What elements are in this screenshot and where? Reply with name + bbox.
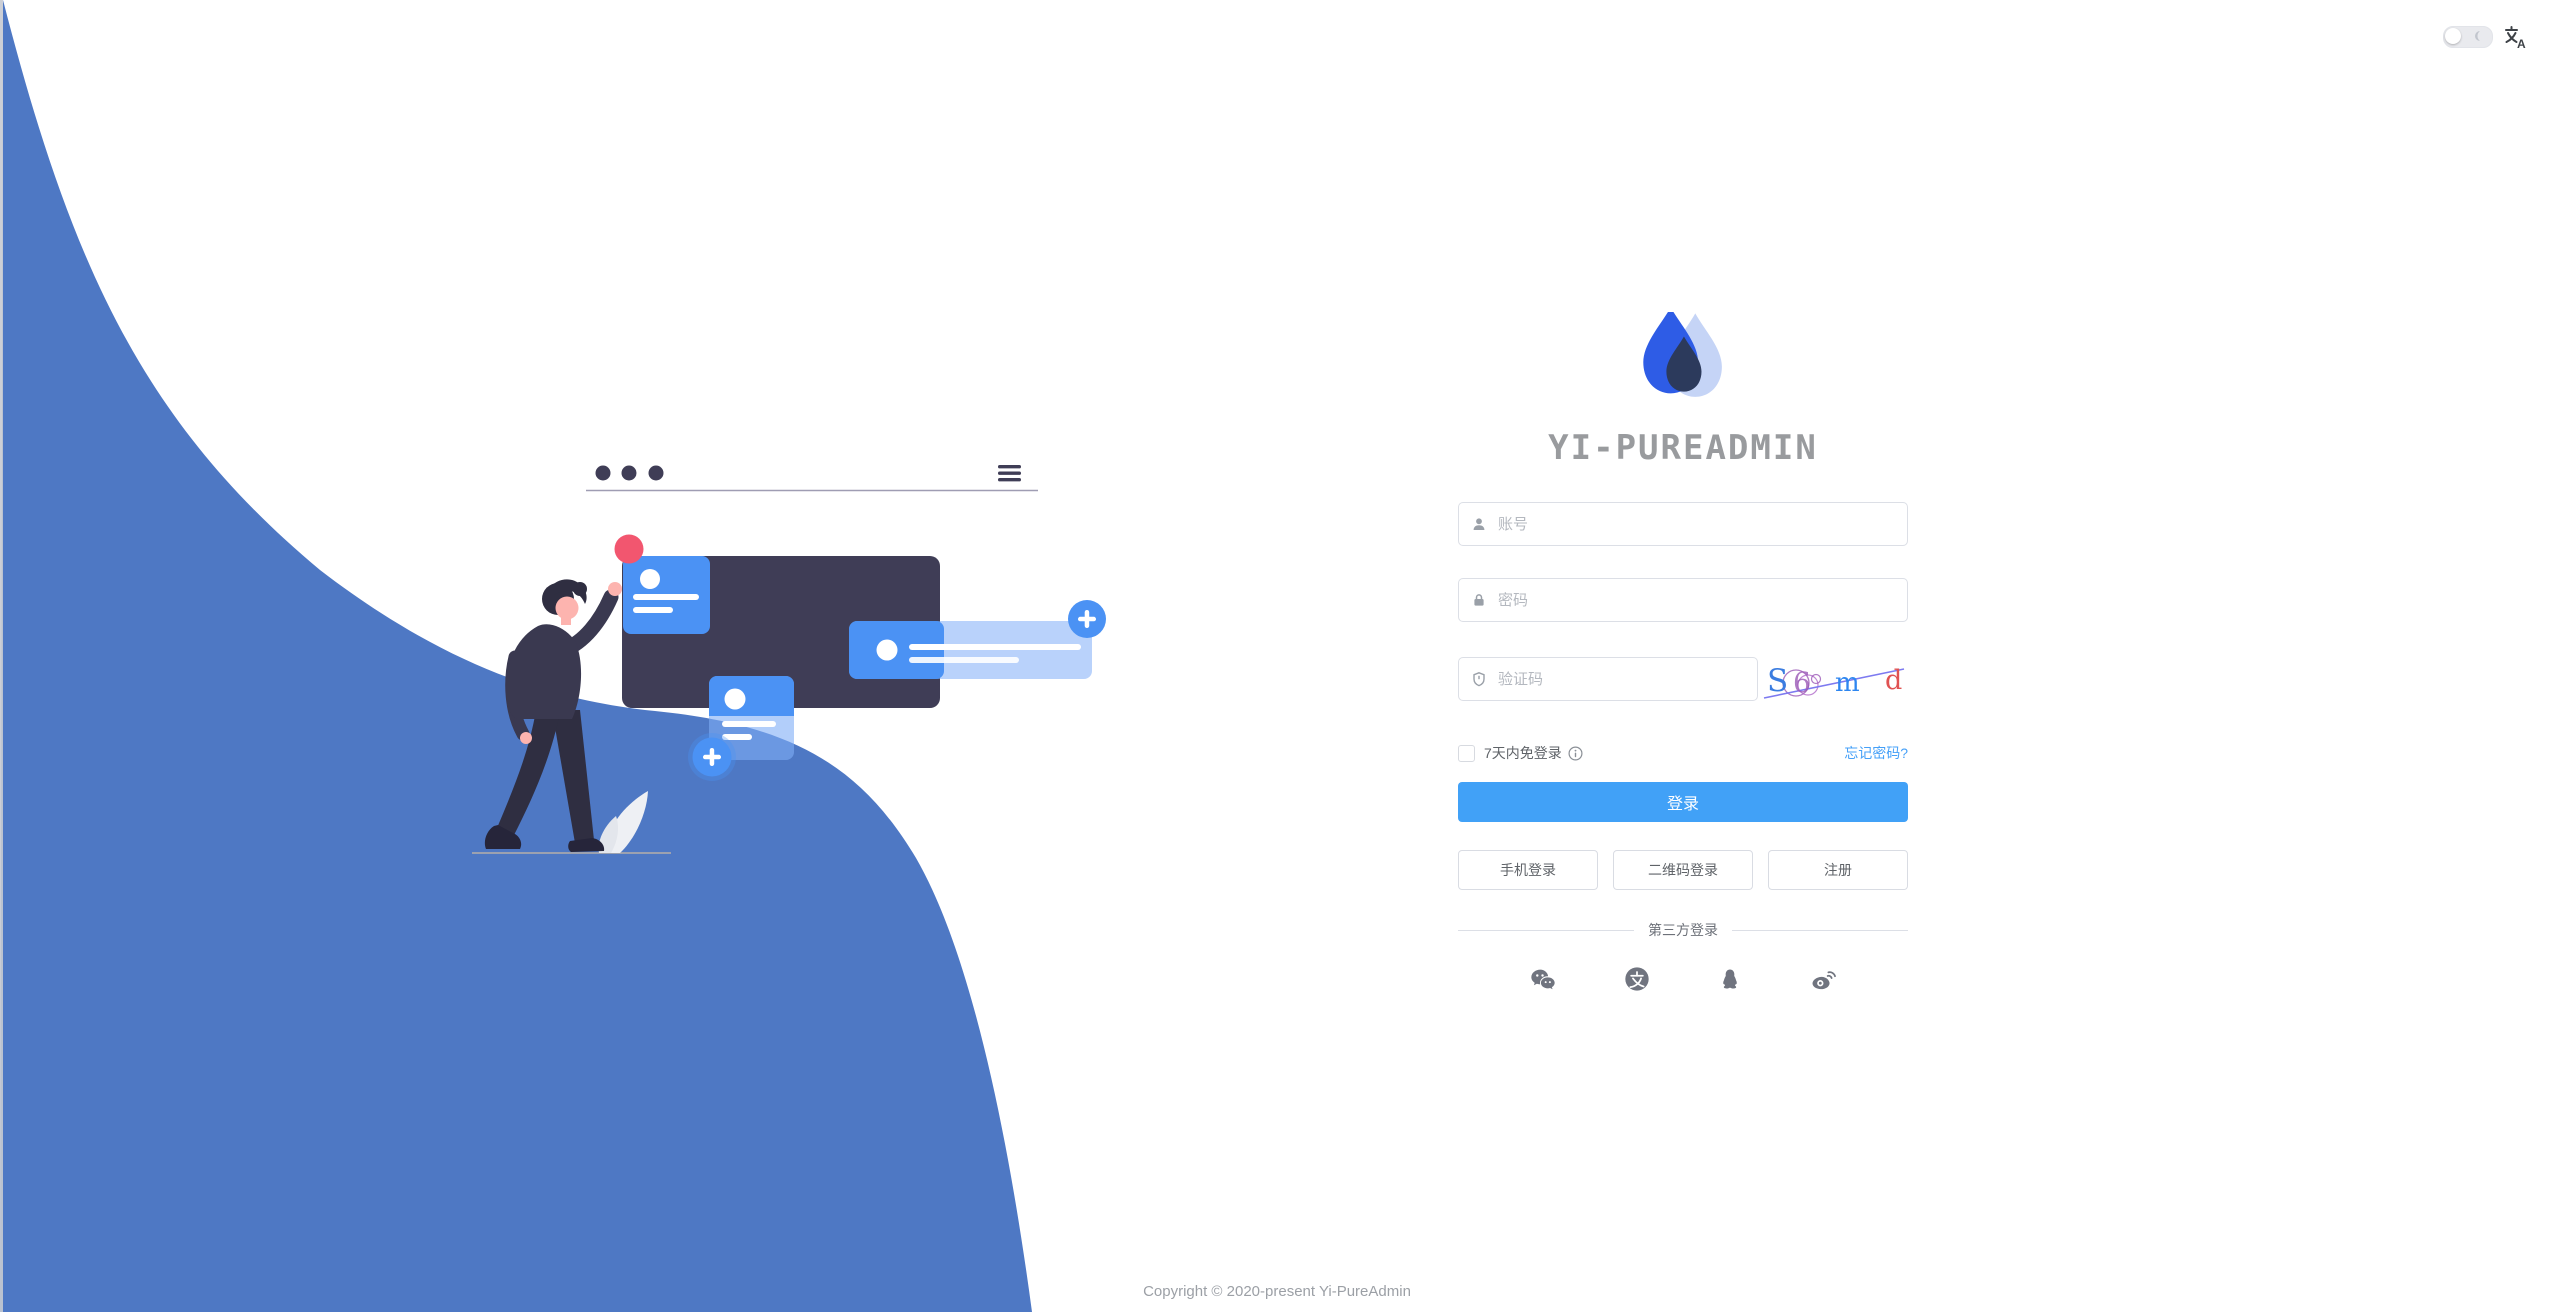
lock-icon	[1474, 594, 1484, 606]
captcha-char: S	[1767, 663, 1789, 699]
login-form: YI-PUREADMIN	[1458, 312, 1908, 993]
password-field[interactable]	[1458, 578, 1908, 622]
shoe	[568, 838, 605, 852]
plus-icon	[688, 733, 736, 781]
qrcode-login-button[interactable]: 二维码登录	[1613, 850, 1753, 890]
brand-title: YI-PUREADMIN	[1548, 428, 1818, 468]
left-edge-strip	[0, 0, 3, 1312]
dark-mode-toggle[interactable]	[2443, 26, 2493, 48]
browser-dot	[648, 465, 664, 481]
person	[484, 579, 622, 852]
qq-icon[interactable]	[1717, 965, 1743, 993]
card-middle	[688, 676, 794, 781]
phone-login-button[interactable]: 手机登录	[1458, 850, 1598, 890]
water-drop-logo	[1643, 312, 1722, 397]
browser-dot	[621, 465, 637, 481]
plus-icon	[1068, 600, 1106, 638]
remember-label: 7天内免登录	[1484, 745, 1562, 761]
social-login-row	[1458, 965, 1908, 993]
red-badge	[614, 534, 644, 564]
shield-icon	[1473, 672, 1485, 687]
card-top-left	[614, 534, 710, 634]
alipay-icon[interactable]	[1623, 965, 1651, 993]
register-button[interactable]: 注册	[1768, 850, 1908, 890]
moon-icon	[2475, 31, 2480, 41]
captcha-char: d	[1885, 665, 1903, 696]
topbar-controls: A	[2443, 24, 2529, 50]
face	[555, 596, 579, 620]
account-input[interactable]	[1496, 514, 1895, 534]
wave-background	[0, 0, 1032, 1312]
illustration-panels	[614, 534, 1106, 781]
card-right-row	[849, 600, 1106, 679]
forgot-password-link[interactable]: 忘记密码?	[1844, 745, 1908, 761]
captcha-char: m	[1835, 668, 1860, 698]
plant-leaf	[598, 816, 619, 853]
copyright-text: Copyright © 2020-present Yi-PureAdmin	[1143, 1283, 1411, 1300]
captcha-row: S 6 m d	[1458, 654, 1908, 704]
login-button[interactable]: 登录	[1458, 782, 1908, 822]
captcha-noise	[1763, 668, 1905, 699]
shoe	[484, 825, 522, 849]
hamburger-icon	[998, 465, 1021, 482]
third-party-divider: 第三方登录	[1458, 922, 1908, 938]
remember-row: 7天内免登录 忘记密码?	[1458, 744, 1908, 762]
remember-checkbox[interactable]	[1458, 744, 1475, 762]
wechat-icon[interactable]	[1528, 965, 1558, 993]
info-icon[interactable]	[1568, 745, 1583, 761]
alt-login-row: 手机登录 二维码登录 注册	[1458, 850, 1908, 890]
translate-icon[interactable]: A	[2503, 24, 2529, 50]
user-icon	[1473, 518, 1485, 530]
hand	[608, 582, 622, 596]
weibo-icon[interactable]	[1808, 965, 1838, 993]
toggle-knob	[2445, 28, 2461, 44]
third-party-label: 第三方登录	[1648, 922, 1718, 938]
captcha-image[interactable]: S 6 m d	[1763, 654, 1908, 704]
captcha-char: 6	[1793, 666, 1811, 699]
password-input[interactable]	[1496, 590, 1895, 610]
browser-frame	[586, 465, 1038, 492]
svg-text:A: A	[2517, 37, 2526, 50]
hair	[549, 579, 587, 604]
captcha-input[interactable]	[1496, 669, 1745, 689]
ground-and-plant	[472, 791, 671, 854]
browser-dot	[595, 465, 611, 481]
captcha-field[interactable]	[1458, 657, 1758, 701]
account-field[interactable]	[1458, 502, 1908, 546]
hand	[520, 732, 532, 744]
